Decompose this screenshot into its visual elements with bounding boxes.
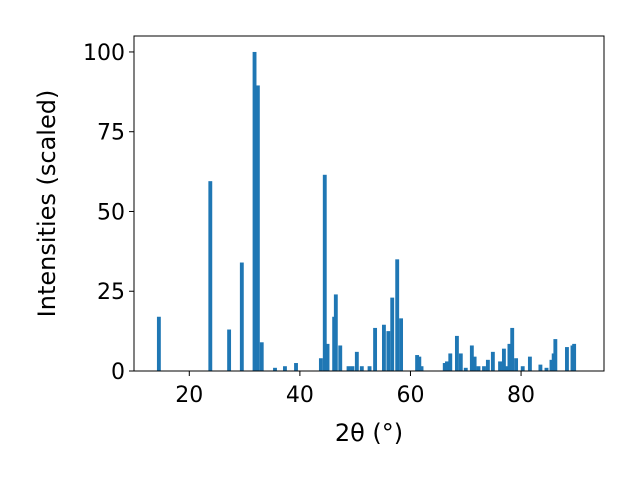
bar: [485, 359, 490, 371]
y-tick-label: 100: [83, 41, 125, 66]
y-tick-label: 0: [111, 360, 125, 385]
bar: [399, 318, 404, 371]
bar: [538, 364, 543, 371]
bar: [553, 339, 558, 371]
bar: [448, 353, 453, 371]
bar: [419, 366, 424, 371]
bar: [325, 343, 330, 371]
bar: [390, 297, 395, 371]
bar: [510, 327, 515, 371]
bars-group: [156, 51, 577, 371]
bar: [501, 348, 506, 371]
bar: [346, 366, 351, 371]
y-axis: 0 25 50 75 100: [83, 41, 134, 385]
bar: [239, 262, 244, 371]
bar: [490, 351, 495, 371]
bar: [283, 366, 287, 371]
bar: [445, 361, 449, 371]
bar: [476, 366, 481, 371]
bar: [373, 327, 378, 371]
x-axis: 20 40 60 80: [175, 371, 535, 408]
bar: [367, 366, 372, 371]
bar: [350, 366, 355, 371]
bar: [386, 331, 391, 371]
x-tick-label: 80: [507, 383, 535, 408]
bar: [252, 51, 257, 371]
bar: [208, 181, 213, 371]
bar: [259, 342, 264, 371]
bar: [505, 366, 510, 371]
bar: [549, 359, 554, 371]
plot-frame: [133, 35, 605, 372]
bar: [544, 367, 549, 371]
bar: [156, 316, 161, 371]
bar: [565, 347, 569, 371]
bar: [381, 324, 386, 371]
bar: [514, 358, 519, 371]
bar: [498, 361, 502, 371]
bar: [463, 367, 468, 371]
bar: [415, 355, 420, 371]
bar: [442, 363, 447, 371]
y-tick-label: 50: [97, 200, 125, 225]
bar: [294, 363, 298, 371]
bar: [255, 85, 260, 371]
bar: [417, 356, 422, 371]
bar: [273, 367, 277, 371]
bar: [359, 366, 364, 371]
bar: [472, 356, 477, 371]
x-tick-label: 40: [286, 383, 314, 408]
bar: [318, 358, 323, 371]
bar: [322, 174, 327, 371]
bar: [507, 343, 512, 371]
bar: [572, 343, 577, 371]
bar: [482, 366, 486, 371]
y-tick-label: 25: [97, 280, 125, 305]
bar: [527, 356, 532, 371]
bar: [354, 351, 359, 371]
x-tick-label: 20: [175, 383, 203, 408]
bar: [395, 259, 400, 371]
bar: [227, 329, 232, 371]
x-tick-label: 60: [396, 383, 424, 408]
y-tick-label: 75: [97, 121, 125, 146]
bar: [520, 366, 525, 371]
bar: [458, 353, 463, 371]
x-axis-label: 2θ (°): [335, 419, 403, 447]
bar: [454, 335, 459, 371]
bar: [469, 345, 474, 371]
y-axis-label: Intensities (scaled): [33, 90, 61, 318]
bar: [333, 294, 338, 371]
bar: [338, 345, 343, 371]
